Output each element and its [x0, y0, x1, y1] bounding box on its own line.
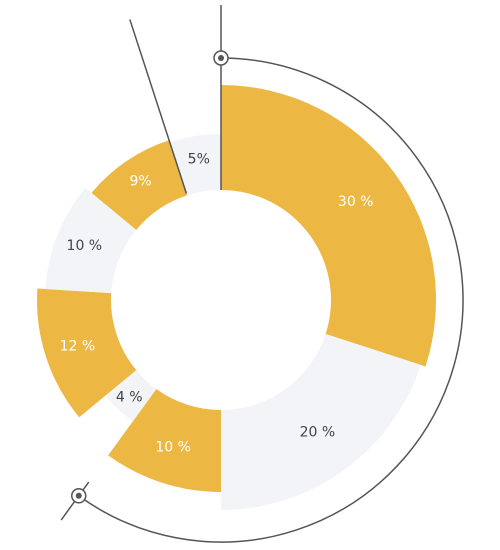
value-label: 10 % — [155, 439, 191, 455]
value-label: 30 % — [338, 194, 374, 210]
value-label: 5% — [188, 152, 210, 168]
donut-segment — [108, 388, 221, 492]
donut-segment — [221, 85, 436, 367]
donut-segment — [45, 187, 137, 294]
value-label: 9% — [130, 174, 152, 190]
bracket-dot — [75, 492, 82, 499]
donut-segment — [91, 140, 188, 230]
value-label: 4 % — [116, 390, 143, 406]
bracket-arc — [78, 57, 464, 543]
donut-segment — [221, 333, 421, 510]
bracket-dot — [218, 55, 224, 61]
pointer-line — [129, 19, 188, 194]
donut-segment — [37, 288, 137, 418]
donut-segment — [105, 370, 157, 422]
value-label: 12 % — [60, 339, 96, 355]
value-label: 10 % — [67, 238, 103, 254]
value-label: 20 % — [300, 425, 336, 441]
